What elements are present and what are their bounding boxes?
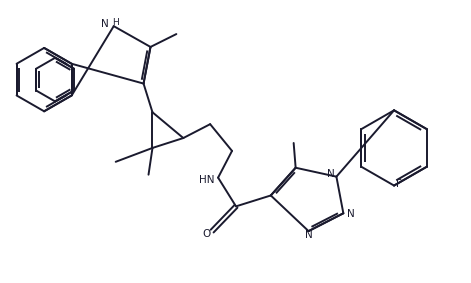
- Text: HN: HN: [199, 175, 214, 185]
- Text: F: F: [396, 179, 402, 188]
- Text: N: N: [347, 209, 355, 219]
- Text: N: N: [305, 230, 312, 240]
- Text: N: N: [327, 169, 334, 179]
- Text: H: H: [113, 18, 119, 27]
- Text: O: O: [202, 229, 210, 239]
- Text: N: N: [101, 19, 109, 29]
